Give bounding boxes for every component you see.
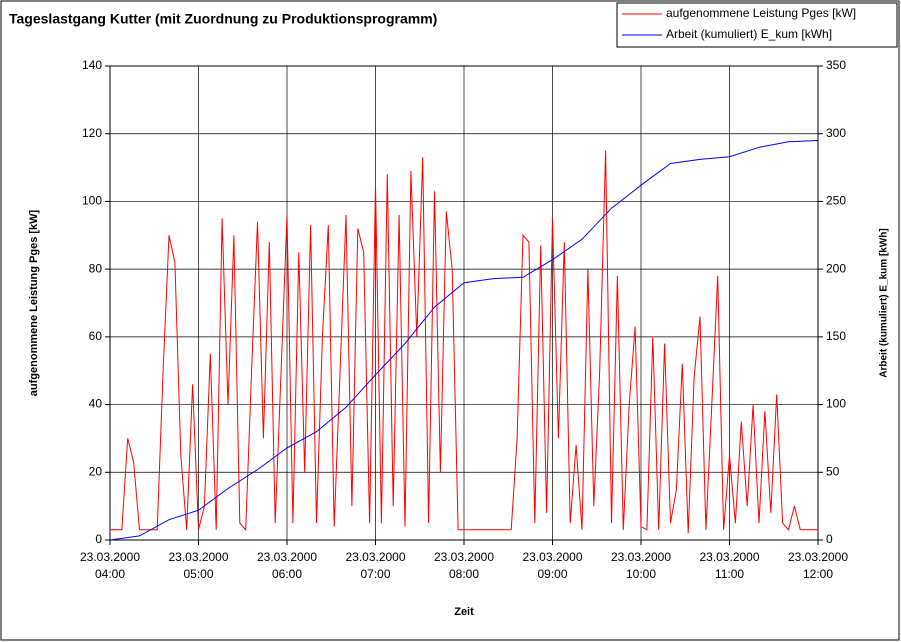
y-axis-label: aufgenommene Leistung Pges [kW] [28,209,40,396]
y2-tick-label: 200 [826,261,846,275]
x-tick-label: 23.03.2000 09:00 [522,550,582,581]
y2-tick-label: 0 [826,532,833,546]
y-tick-label: 80 [89,261,103,275]
data-line [109,140,819,541]
y2-tick-label: 250 [826,194,846,208]
x-tick-label: 23.03.2000 07:00 [345,550,405,581]
y-tick-label: 20 [89,464,103,478]
x-tick-label: 23.03.2000 08:00 [434,550,494,581]
y2-tick-label: 50 [826,464,840,478]
x-tick-label: 23.03.2000 05:00 [168,550,228,581]
legend [616,2,898,48]
x-tick-label: 23.03.2000 06:00 [257,550,317,581]
legend-label: aufgenommene Leistung Pges [kW] [666,6,856,20]
y-tick-label: 60 [89,329,103,343]
x-tick-label: 23.03.2000 10:00 [611,550,671,581]
data-line [110,150,818,534]
y2-axis-label: Arbeit (kumuliert) E_kum [kWh] [879,228,890,377]
y2-tick-label: 150 [826,329,846,343]
legend-label: Arbeit (kumuliert) E_kum [kWh] [666,27,832,41]
y2-tick-label: 100 [826,397,846,411]
y2-tick-label: 300 [826,126,846,140]
x-tick-label: 23.03.2000 12:00 [788,550,848,581]
x-tick-label: 23.03.2000 04:00 [80,550,140,581]
y2-tick-label: 350 [826,58,846,72]
y-tick-label: 40 [89,397,103,411]
x-tick-label: 23.03.2000 11:00 [699,550,759,581]
x-axis-label: Zeit [454,606,474,618]
chart-title: Tageslastgang Kutter (mit Zuordnung zu P… [9,11,437,27]
y-tick-label: 0 [95,532,102,546]
y-tick-label: 100 [82,194,102,208]
y-tick-label: 120 [82,126,102,140]
y-tick-label: 140 [82,58,102,72]
